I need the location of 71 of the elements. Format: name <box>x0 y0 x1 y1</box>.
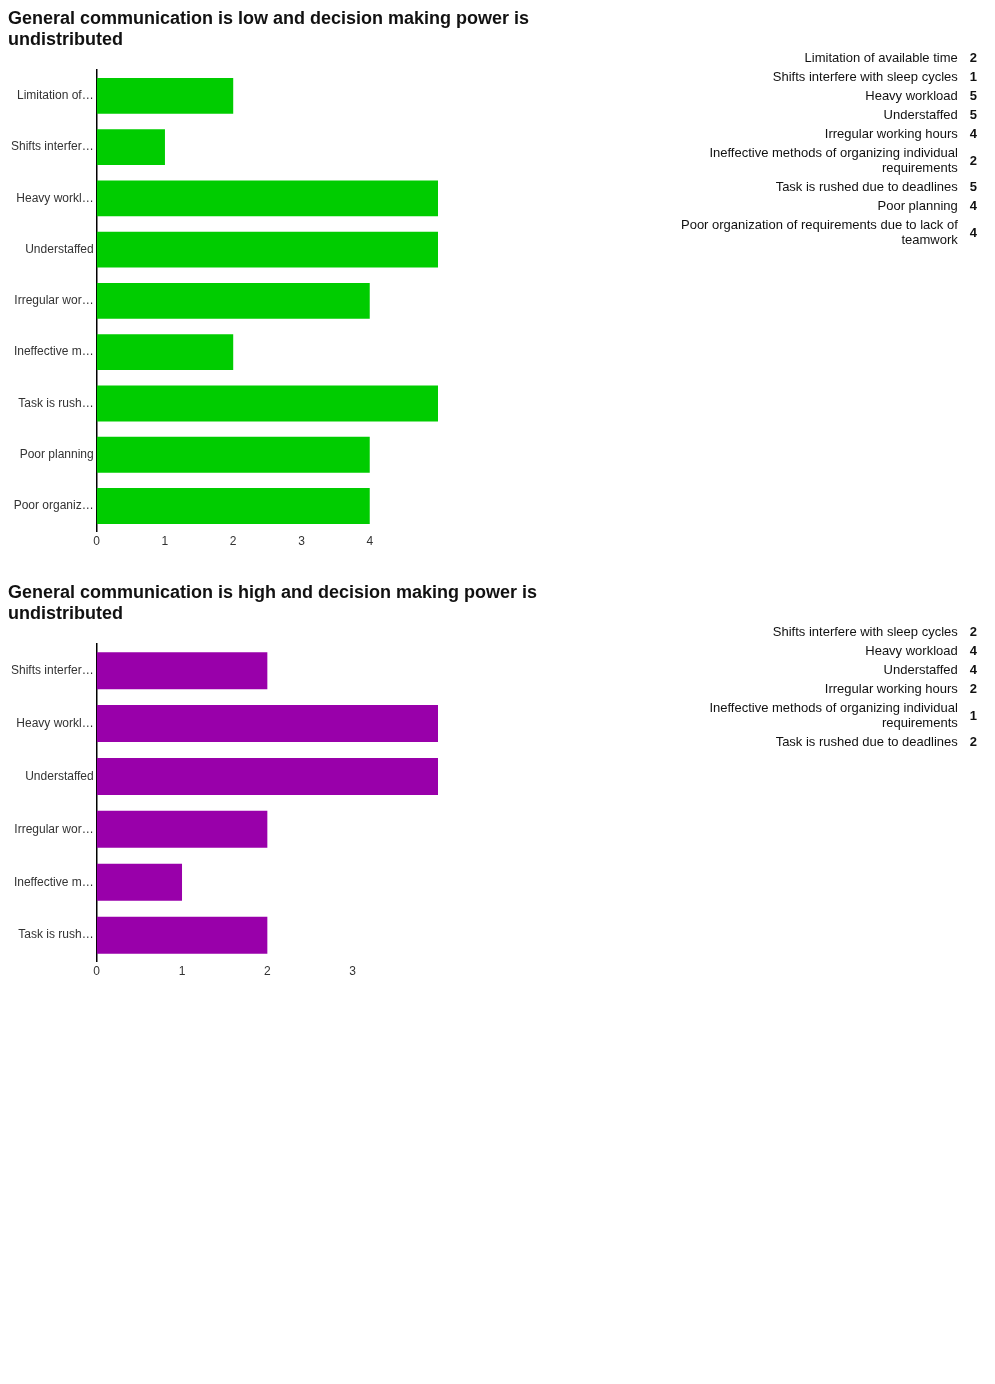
y-tick-label: Shifts interfer… <box>10 139 94 154</box>
x-tick-label: 2 <box>229 534 237 549</box>
category-label: Task is rushed due to deadlines <box>774 178 959 196</box>
category-label: Ineffective methods of organizing individual requirements <box>708 144 959 177</box>
bar <box>96 180 438 217</box>
y-tick-label: Ineffective m… <box>13 874 94 889</box>
data-label: 2 <box>968 733 978 751</box>
data-label: 2 <box>968 680 978 698</box>
bar <box>96 334 234 371</box>
category-label: Heavy workload <box>864 87 959 105</box>
category-label: Poor organization of requirements due to lack of teamwork <box>680 216 959 249</box>
data-label: 4 <box>968 197 978 215</box>
chart-title: General communication is low and decision making power is undistributed <box>8 8 531 50</box>
bar <box>96 77 234 114</box>
category-label: Shifts interfere with sleep cycles <box>771 623 959 641</box>
x-tick-label: 1 <box>178 964 186 979</box>
x-tick-label: 0 <box>93 964 101 979</box>
category-label: Understaffed <box>882 661 959 679</box>
y-tick-label: Heavy workl… <box>16 715 94 730</box>
x-tick-label: 3 <box>349 964 357 979</box>
x-tick-label: 0 <box>93 534 101 549</box>
x-tick-label: 3 <box>298 534 306 549</box>
y-tick-label: Task is rush… <box>18 927 94 942</box>
data-label: 2 <box>968 49 978 67</box>
data-label: 4 <box>968 642 978 660</box>
y-tick-label: Poor planning <box>19 447 94 462</box>
y-tick-label: Shifts interfer… <box>10 662 94 677</box>
bar <box>96 282 370 319</box>
category-label: Irregular working hours <box>823 125 959 143</box>
y-tick-label: Limitation of… <box>16 88 94 103</box>
data-label: 1 <box>968 706 978 725</box>
y-tick-label: Heavy workl… <box>16 190 94 205</box>
category-label: Heavy workload <box>864 642 959 660</box>
category-label: Poor planning <box>876 197 959 215</box>
data-label: 2 <box>968 151 978 170</box>
bar <box>96 385 438 422</box>
y-tick-label: Ineffective m… <box>13 344 94 359</box>
category-label: Task is rushed due to deadlines <box>774 733 959 751</box>
x-tick-label: 1 <box>161 534 169 549</box>
data-label: 1 <box>968 68 978 86</box>
data-label: 5 <box>968 87 978 105</box>
bar <box>96 863 183 901</box>
data-label: 5 <box>968 106 978 124</box>
category-label: Irregular working hours <box>823 680 959 698</box>
data-label: 4 <box>968 661 978 679</box>
category-label: Understaffed <box>882 106 959 124</box>
y-tick-label: Task is rush… <box>18 395 94 410</box>
y-tick-label: Understaffed <box>25 768 94 783</box>
bar <box>96 705 438 743</box>
category-label: Ineffective methods of organizing individual requirements <box>708 699 959 732</box>
bar <box>96 436 370 473</box>
data-label: 4 <box>968 125 978 143</box>
chart-title: General communication is high and decision making power is undistributed <box>8 582 539 624</box>
y-tick-label: Poor organiz… <box>13 498 94 513</box>
data-label: 5 <box>968 178 978 196</box>
bar <box>96 916 268 954</box>
data-label: 4 <box>968 223 978 242</box>
y-tick-label: Understaffed <box>25 241 94 256</box>
y-tick-label: Irregular wor… <box>14 821 94 836</box>
x-tick-label: 4 <box>366 534 374 549</box>
bar <box>96 652 268 690</box>
y-tick-label: Irregular wor… <box>14 293 94 308</box>
bar <box>96 488 370 524</box>
data-label: 2 <box>968 623 978 641</box>
bar <box>96 231 438 268</box>
x-tick-label: 2 <box>264 964 271 979</box>
category-label: Shifts interfere with sleep cycles <box>771 68 959 86</box>
bar <box>96 129 165 166</box>
category-label: Limitation of available time <box>803 49 959 67</box>
bar <box>96 810 268 848</box>
bar <box>96 757 438 795</box>
